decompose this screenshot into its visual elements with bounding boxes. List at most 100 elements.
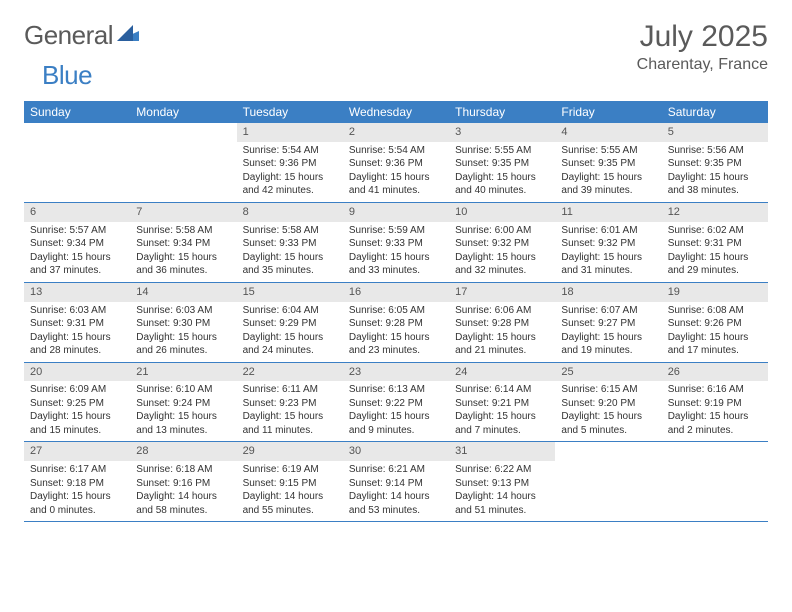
sunrise: Sunrise: 5:57 AM	[30, 224, 124, 238]
logo: General	[24, 20, 141, 51]
sunrise: Sunrise: 6:16 AM	[668, 383, 762, 397]
day-cell: 3Sunrise: 5:55 AMSunset: 9:35 PMDaylight…	[449, 123, 555, 202]
day-number: 4	[555, 123, 661, 142]
daylight: Daylight: 15 hours and 11 minutes.	[243, 410, 337, 437]
day-body: Sunrise: 6:16 AMSunset: 9:19 PMDaylight:…	[662, 381, 768, 441]
sunset: Sunset: 9:14 PM	[349, 477, 443, 491]
day-cell: 23Sunrise: 6:13 AMSunset: 9:22 PMDayligh…	[343, 363, 449, 442]
day-cell: 29Sunrise: 6:19 AMSunset: 9:15 PMDayligh…	[237, 442, 343, 521]
day-number: 21	[130, 363, 236, 382]
sunset: Sunset: 9:24 PM	[136, 397, 230, 411]
sunset: Sunset: 9:32 PM	[561, 237, 655, 251]
daylight: Daylight: 15 hours and 41 minutes.	[349, 171, 443, 198]
sunrise: Sunrise: 6:13 AM	[349, 383, 443, 397]
day-number: 14	[130, 283, 236, 302]
day-cell: 25Sunrise: 6:15 AMSunset: 9:20 PMDayligh…	[555, 363, 661, 442]
day-number: 2	[343, 123, 449, 142]
daylight: Daylight: 15 hours and 0 minutes.	[30, 490, 124, 517]
day-number: 26	[662, 363, 768, 382]
sunrise: Sunrise: 6:04 AM	[243, 304, 337, 318]
daylight: Daylight: 15 hours and 5 minutes.	[561, 410, 655, 437]
sunrise: Sunrise: 5:58 AM	[243, 224, 337, 238]
day-body: Sunrise: 6:06 AMSunset: 9:28 PMDaylight:…	[449, 302, 555, 362]
day-body: Sunrise: 6:01 AMSunset: 9:32 PMDaylight:…	[555, 222, 661, 282]
day-body: Sunrise: 6:17 AMSunset: 9:18 PMDaylight:…	[24, 461, 130, 521]
daylight: Daylight: 14 hours and 58 minutes.	[136, 490, 230, 517]
day-body: Sunrise: 6:03 AMSunset: 9:30 PMDaylight:…	[130, 302, 236, 362]
day-body: Sunrise: 6:22 AMSunset: 9:13 PMDaylight:…	[449, 461, 555, 521]
sunrise: Sunrise: 6:07 AM	[561, 304, 655, 318]
day-body: Sunrise: 6:14 AMSunset: 9:21 PMDaylight:…	[449, 381, 555, 441]
sunrise: Sunrise: 6:15 AM	[561, 383, 655, 397]
day-cell: 28Sunrise: 6:18 AMSunset: 9:16 PMDayligh…	[130, 442, 236, 521]
day-cell: 31Sunrise: 6:22 AMSunset: 9:13 PMDayligh…	[449, 442, 555, 521]
sunrise: Sunrise: 6:19 AM	[243, 463, 337, 477]
sunset: Sunset: 9:16 PM	[136, 477, 230, 491]
sunset: Sunset: 9:22 PM	[349, 397, 443, 411]
daylight: Daylight: 15 hours and 33 minutes.	[349, 251, 443, 278]
day-cell: 17Sunrise: 6:06 AMSunset: 9:28 PMDayligh…	[449, 283, 555, 362]
day-body: Sunrise: 5:55 AMSunset: 9:35 PMDaylight:…	[449, 142, 555, 202]
day-cell: 8Sunrise: 5:58 AMSunset: 9:33 PMDaylight…	[237, 203, 343, 282]
month-title: July 2025	[637, 20, 768, 54]
day-body: Sunrise: 6:05 AMSunset: 9:28 PMDaylight:…	[343, 302, 449, 362]
day-cell: 14Sunrise: 6:03 AMSunset: 9:30 PMDayligh…	[130, 283, 236, 362]
day-cell: 11Sunrise: 6:01 AMSunset: 9:32 PMDayligh…	[555, 203, 661, 282]
sunset: Sunset: 9:35 PM	[455, 157, 549, 171]
sunset: Sunset: 9:27 PM	[561, 317, 655, 331]
day-body: Sunrise: 6:19 AMSunset: 9:15 PMDaylight:…	[237, 461, 343, 521]
sunset: Sunset: 9:31 PM	[30, 317, 124, 331]
day-number: 31	[449, 442, 555, 461]
day-body: Sunrise: 5:58 AMSunset: 9:33 PMDaylight:…	[237, 222, 343, 282]
sunrise: Sunrise: 5:54 AM	[349, 144, 443, 158]
sunrise: Sunrise: 6:03 AM	[30, 304, 124, 318]
week-row: 27Sunrise: 6:17 AMSunset: 9:18 PMDayligh…	[24, 442, 768, 522]
day-body: Sunrise: 5:59 AMSunset: 9:33 PMDaylight:…	[343, 222, 449, 282]
day-cell: 22Sunrise: 6:11 AMSunset: 9:23 PMDayligh…	[237, 363, 343, 442]
sunrise: Sunrise: 6:11 AM	[243, 383, 337, 397]
day-body	[24, 142, 130, 148]
dow-sunday: Sunday	[24, 101, 130, 123]
daylight: Daylight: 15 hours and 36 minutes.	[136, 251, 230, 278]
day-cell: 24Sunrise: 6:14 AMSunset: 9:21 PMDayligh…	[449, 363, 555, 442]
sunset: Sunset: 9:30 PM	[136, 317, 230, 331]
dow-friday: Friday	[555, 101, 661, 123]
daylight: Daylight: 14 hours and 55 minutes.	[243, 490, 337, 517]
day-body: Sunrise: 6:09 AMSunset: 9:25 PMDaylight:…	[24, 381, 130, 441]
daylight: Daylight: 15 hours and 9 minutes.	[349, 410, 443, 437]
sunrise: Sunrise: 6:08 AM	[668, 304, 762, 318]
day-cell: 20Sunrise: 6:09 AMSunset: 9:25 PMDayligh…	[24, 363, 130, 442]
day-number: 1	[237, 123, 343, 142]
daylight: Daylight: 15 hours and 26 minutes.	[136, 331, 230, 358]
daylight: Daylight: 15 hours and 29 minutes.	[668, 251, 762, 278]
day-number: 27	[24, 442, 130, 461]
day-number: 30	[343, 442, 449, 461]
day-cell: 1Sunrise: 5:54 AMSunset: 9:36 PMDaylight…	[237, 123, 343, 202]
sunset: Sunset: 9:33 PM	[243, 237, 337, 251]
day-cell: 12Sunrise: 6:02 AMSunset: 9:31 PMDayligh…	[662, 203, 768, 282]
daylight: Daylight: 15 hours and 35 minutes.	[243, 251, 337, 278]
daylight: Daylight: 15 hours and 17 minutes.	[668, 331, 762, 358]
logo-text-blue: Blue	[42, 60, 92, 91]
day-cell	[555, 442, 661, 521]
day-cell: 6Sunrise: 5:57 AMSunset: 9:34 PMDaylight…	[24, 203, 130, 282]
day-body: Sunrise: 6:11 AMSunset: 9:23 PMDaylight:…	[237, 381, 343, 441]
day-cell: 5Sunrise: 5:56 AMSunset: 9:35 PMDaylight…	[662, 123, 768, 202]
daylight: Daylight: 15 hours and 40 minutes.	[455, 171, 549, 198]
daylight: Daylight: 15 hours and 42 minutes.	[243, 171, 337, 198]
daylight: Daylight: 15 hours and 15 minutes.	[30, 410, 124, 437]
day-number: 15	[237, 283, 343, 302]
week-row: 6Sunrise: 5:57 AMSunset: 9:34 PMDaylight…	[24, 203, 768, 283]
daylight: Daylight: 15 hours and 28 minutes.	[30, 331, 124, 358]
sunset: Sunset: 9:20 PM	[561, 397, 655, 411]
sunset: Sunset: 9:21 PM	[455, 397, 549, 411]
sunset: Sunset: 9:13 PM	[455, 477, 549, 491]
sunrise: Sunrise: 5:58 AM	[136, 224, 230, 238]
day-number: 5	[662, 123, 768, 142]
day-cell: 18Sunrise: 6:07 AMSunset: 9:27 PMDayligh…	[555, 283, 661, 362]
day-cell: 2Sunrise: 5:54 AMSunset: 9:36 PMDaylight…	[343, 123, 449, 202]
day-body: Sunrise: 5:56 AMSunset: 9:35 PMDaylight:…	[662, 142, 768, 202]
day-body: Sunrise: 6:00 AMSunset: 9:32 PMDaylight:…	[449, 222, 555, 282]
day-cell	[130, 123, 236, 202]
week-row: 20Sunrise: 6:09 AMSunset: 9:25 PMDayligh…	[24, 363, 768, 443]
